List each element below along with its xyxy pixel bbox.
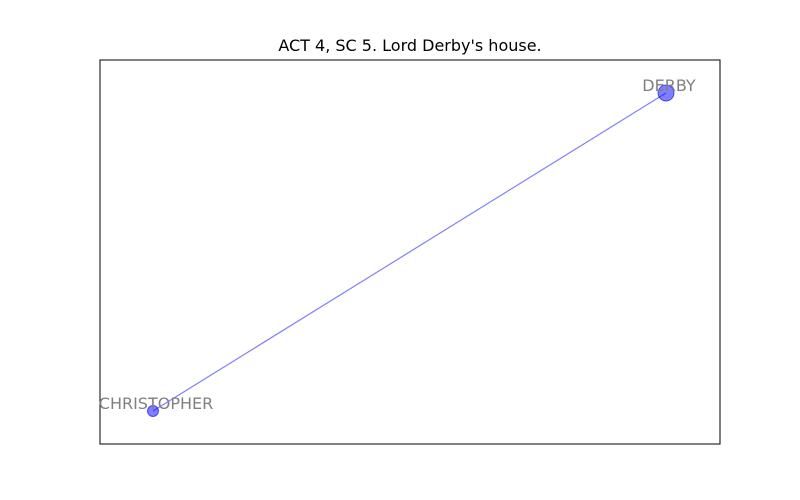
plot-frame — [99, 59, 721, 445]
edge-christopher-derby — [152, 92, 667, 412]
node-christopher — [147, 405, 159, 417]
node-derby — [657, 84, 675, 102]
node-label-derby: DERBY — [642, 76, 696, 95]
graph-title: ACT 4, SC 5. Lord Derby's house. — [278, 36, 542, 55]
node-label-christopher: CHRISTOPHER — [99, 394, 213, 413]
